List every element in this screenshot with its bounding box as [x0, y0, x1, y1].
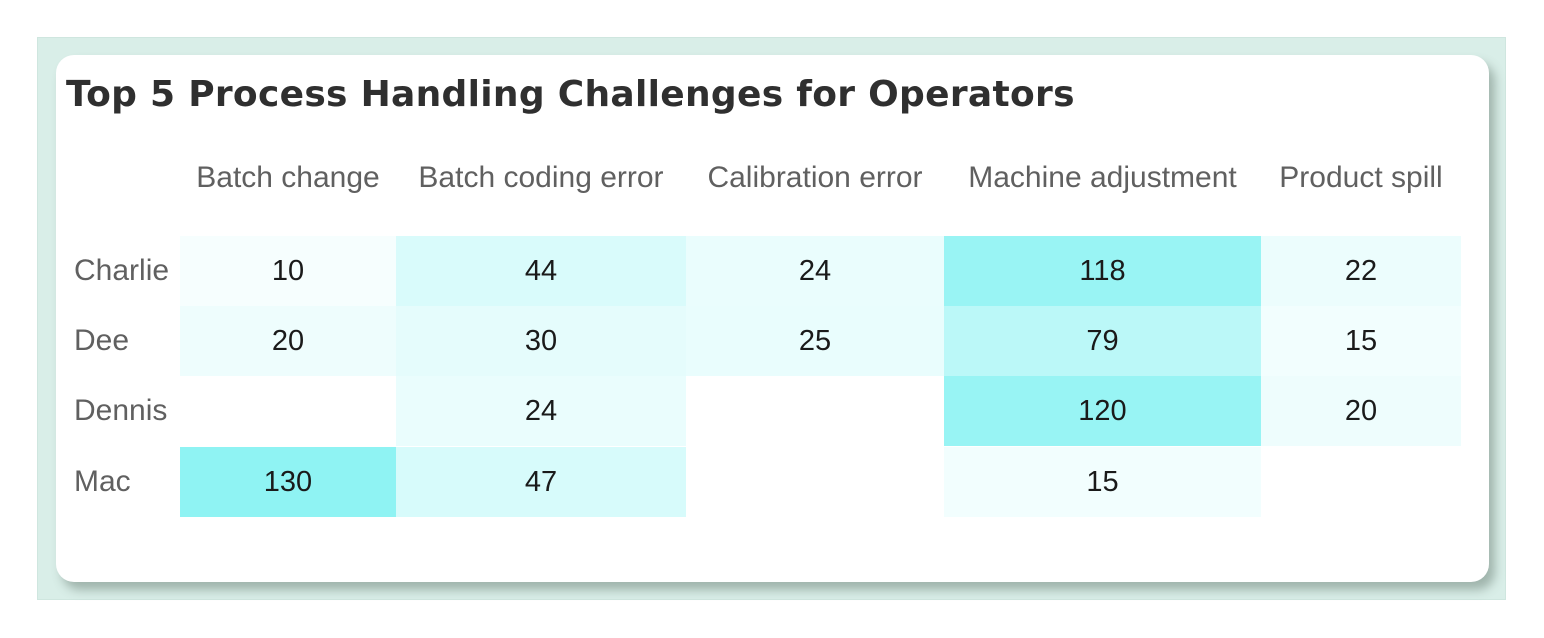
matrix-cell: 15	[1261, 306, 1461, 376]
column-header: Machine adjustment	[968, 161, 1237, 194]
matrix-cell: 15	[944, 447, 1261, 517]
matrix-cell: 10	[180, 236, 396, 306]
matrix-cell: 130	[180, 447, 396, 517]
row-header: Mac	[74, 465, 131, 498]
matrix-cell: 24	[686, 236, 944, 306]
matrix-cell	[1261, 447, 1461, 517]
matrix-cell: 79	[944, 306, 1261, 376]
column-header: Calibration error	[707, 161, 923, 194]
row-header: Charlie	[74, 254, 170, 287]
matrix-cell: 118	[944, 236, 1261, 306]
row-header: Dennis	[74, 394, 168, 427]
column-header: Batch change	[196, 161, 380, 194]
matrix-cell: 44	[396, 236, 686, 306]
matrix-cell: 120	[944, 376, 1261, 446]
matrix-cell: 47	[396, 447, 686, 517]
matrix-cell: 22	[1261, 236, 1461, 306]
column-header: Product spill	[1279, 161, 1443, 194]
matrix-cell: 30	[396, 306, 686, 376]
chart-title: Top 5 Process Handling Challenges for Op…	[66, 74, 1075, 115]
row-header: Dee	[74, 324, 130, 357]
matrix-cell: 25	[686, 306, 944, 376]
column-header: Batch coding error	[418, 161, 664, 194]
matrix-cell	[686, 376, 944, 446]
matrix-cell	[180, 376, 396, 446]
matrix-cell: 20	[1261, 376, 1461, 446]
matrix-cell: 20	[180, 306, 396, 376]
matrix-cell	[686, 447, 944, 517]
matrix-cell: 24	[396, 376, 686, 446]
